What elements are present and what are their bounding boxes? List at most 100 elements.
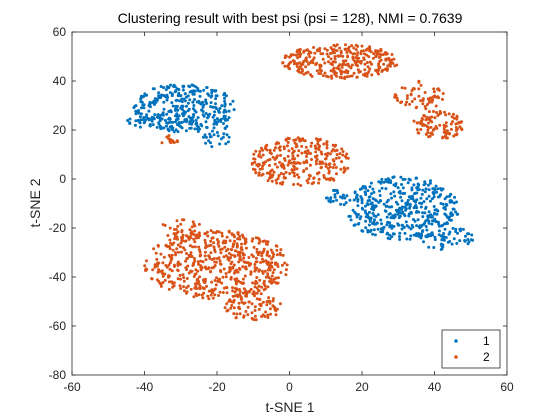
data-point-series-2: [360, 44, 364, 48]
x-tick-label: 20: [355, 380, 369, 394]
data-point-series-1: [170, 94, 174, 98]
data-point-series-2: [253, 269, 257, 273]
data-point-series-2: [332, 163, 336, 167]
data-point-series-1: [427, 194, 431, 198]
data-point-series-2: [254, 256, 258, 260]
data-point-series-1: [174, 128, 178, 132]
data-point-series-1: [415, 198, 419, 202]
data-point-series-2: [341, 54, 345, 58]
data-point-series-2: [167, 263, 171, 267]
data-point-series-1: [196, 130, 200, 133]
y-tick-label: -40: [49, 270, 67, 284]
data-point-series-1: [390, 235, 394, 239]
data-point-series-1: [162, 100, 166, 104]
data-point-series-2: [363, 52, 366, 56]
data-point-series-2: [431, 128, 435, 132]
data-point-series-1: [165, 93, 169, 97]
data-point-series-1: [376, 227, 380, 231]
data-point-series-2: [209, 270, 212, 274]
data-point-series-2: [335, 153, 339, 157]
data-point-series-1: [227, 135, 231, 139]
data-point-series-2: [288, 172, 292, 175]
data-point-series-1: [458, 239, 462, 243]
data-point-series-2: [232, 312, 236, 316]
data-point-series-2: [354, 63, 358, 67]
data-point-series-1: [447, 194, 451, 198]
data-point-series-2: [189, 231, 193, 235]
data-point-series-1: [368, 199, 372, 202]
data-point-series-2: [209, 239, 213, 243]
data-point-series-1: [181, 88, 185, 92]
data-point-series-2: [343, 77, 347, 80]
data-point-series-2: [213, 293, 217, 297]
x-tick-label: 0: [286, 380, 293, 394]
data-point-series-2: [259, 155, 263, 159]
data-point-series-1: [433, 238, 437, 242]
data-point-series-2: [257, 238, 261, 241]
data-point-series-2: [190, 269, 194, 273]
data-point-series-2: [338, 152, 342, 156]
data-point-series-2: [260, 173, 264, 177]
y-tick-label: -60: [49, 319, 67, 333]
data-point-series-2: [385, 68, 389, 72]
data-point-series-1: [391, 215, 394, 219]
data-point-series-2: [282, 145, 286, 149]
data-point-series-2: [277, 174, 281, 178]
data-point-series-1: [162, 126, 166, 130]
data-point-series-1: [400, 227, 404, 231]
data-point-series-2: [209, 251, 213, 255]
data-point-series-1: [366, 203, 370, 207]
data-point-series-2: [270, 179, 274, 183]
data-point-series-2: [225, 286, 229, 290]
data-point-series-2: [389, 61, 393, 65]
data-point-series-1: [439, 242, 443, 246]
data-point-series-2: [415, 128, 419, 132]
data-point-series-2: [227, 270, 231, 274]
data-point-series-2: [420, 117, 424, 120]
data-point-series-2: [266, 272, 270, 276]
data-point-series-2: [299, 64, 303, 68]
data-point-series-2: [253, 305, 257, 309]
data-point-series-2: [215, 276, 218, 280]
data-point-series-2: [332, 66, 336, 70]
data-point-series-2: [232, 233, 236, 237]
data-point-series-1: [444, 207, 447, 211]
data-point-series-2: [444, 113, 448, 117]
data-point-series-1: [389, 181, 393, 185]
data-point-series-1: [219, 137, 223, 141]
data-point-series-1: [218, 106, 222, 110]
data-point-series-2: [233, 277, 237, 281]
data-point-series-2: [378, 55, 382, 59]
data-point-series-2: [269, 277, 273, 281]
data-point-series-2: [304, 56, 308, 60]
data-point-series-2: [273, 162, 277, 166]
data-point-series-2: [327, 60, 330, 64]
data-point-series-2: [237, 301, 241, 305]
data-point-series-1: [439, 193, 443, 197]
data-point-series-2: [244, 294, 248, 297]
data-point-series-2: [212, 241, 216, 245]
data-point-series-1: [329, 200, 333, 204]
data-point-series-2: [403, 86, 407, 90]
data-point-series-2: [266, 260, 270, 264]
data-point-series-2: [351, 55, 355, 59]
data-point-series-1: [383, 209, 387, 213]
y-tick-label: -80: [49, 368, 67, 382]
data-point-series-1: [377, 180, 381, 184]
data-point-series-2: [271, 271, 275, 275]
data-point-series-1: [461, 227, 465, 231]
data-point-series-1: [381, 230, 385, 234]
data-point-series-1: [198, 127, 201, 131]
data-point-series-2: [292, 62, 296, 66]
data-point-series-2: [211, 296, 215, 300]
data-point-series-2: [210, 291, 214, 295]
data-point-series-1: [381, 226, 385, 230]
data-point-series-2: [278, 160, 282, 164]
data-point-series-2: [301, 137, 305, 141]
data-point-series-1: [421, 215, 425, 219]
data-point-series-1: [372, 228, 376, 232]
data-point-series-2: [409, 92, 413, 96]
data-point-series-2: [429, 125, 433, 129]
data-point-series-2: [196, 269, 200, 273]
data-point-series-2: [150, 277, 154, 281]
